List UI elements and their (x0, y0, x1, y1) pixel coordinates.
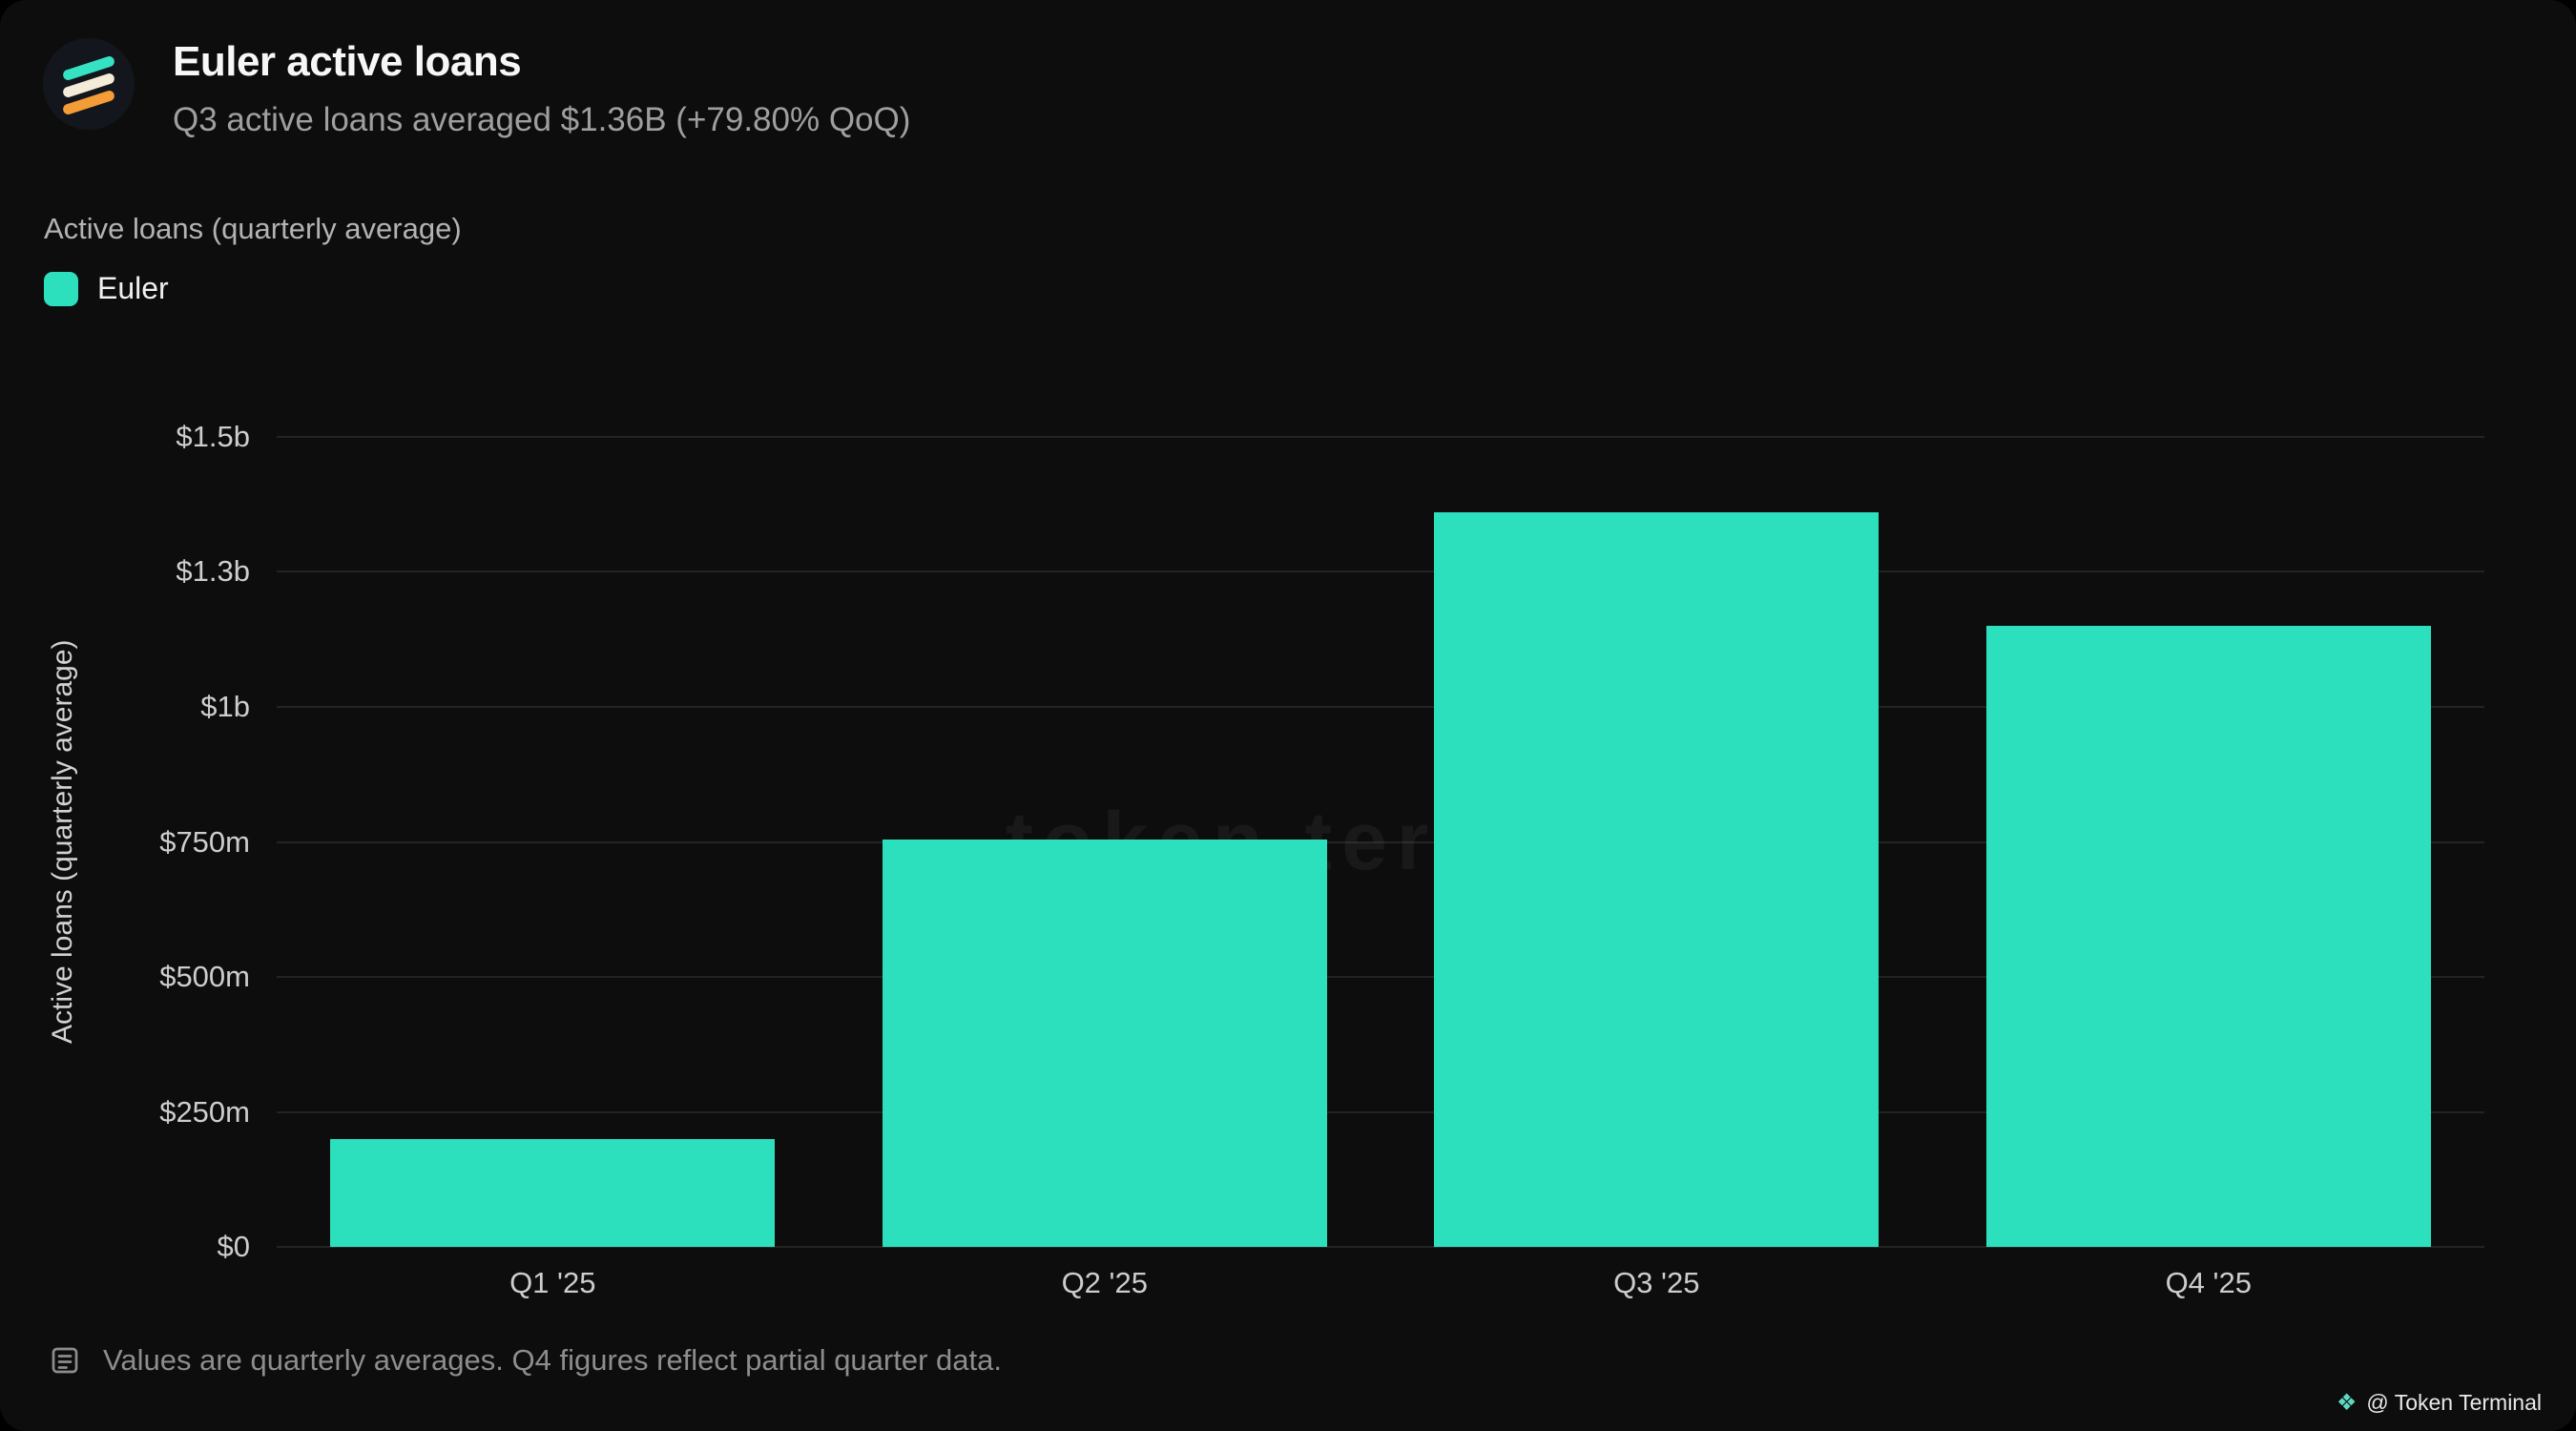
bar-slot (1933, 437, 2485, 1247)
x-tick-label: Q4 '25 (2165, 1266, 2252, 1299)
bars (277, 437, 2484, 1247)
y-tick-label: $1b (200, 689, 250, 723)
bar-q3-25[interactable] (1434, 512, 1880, 1247)
footnote-text: Values are quarterly averages. Q4 figure… (103, 1343, 1002, 1377)
bar-slot (829, 437, 1381, 1247)
gridline (277, 705, 2484, 708)
footnote: Values are quarterly averages. Q4 figure… (48, 1343, 1002, 1378)
bar-q2-25[interactable] (882, 839, 1327, 1247)
gridline (277, 570, 2484, 573)
y-tick-label: $1.5b (176, 420, 250, 453)
plot-area: token terminal_ (277, 436, 2484, 1248)
y-tick-label: $750m (159, 824, 250, 859)
legend-label-euler: Euler (97, 271, 169, 305)
gridline (277, 975, 2484, 978)
page-title: Euler active loans (173, 38, 522, 85)
note-icon (48, 1343, 82, 1378)
y-tick-label: $250m (159, 1094, 250, 1129)
gridline (277, 840, 2484, 843)
x-tick-label: Q2 '25 (1061, 1266, 1148, 1299)
y-axis-labels: $0 $250m $500m $750m $1b $1.3b $1.5b (0, 420, 250, 1263)
gridline (277, 436, 2484, 438)
x-tick-label: Q1 '25 (509, 1266, 596, 1299)
y-tick-label: $0 (217, 1230, 250, 1263)
gridlines (277, 436, 2484, 1248)
title-block: Euler active loans Q3 active loans avera… (173, 38, 910, 139)
x-tick-label: Q3 '25 (1613, 1266, 1700, 1299)
bar-slot (277, 437, 829, 1247)
page-subtitle: Q3 active loans averaged $1.36B (+79.80%… (173, 101, 911, 138)
attribution-text: @ Token Terminal (2366, 1390, 2542, 1415)
legend-item-euler[interactable]: Euler (44, 271, 169, 306)
token-terminal-mark-icon: ❖ (2336, 1389, 2358, 1416)
gridline (277, 1110, 2484, 1113)
attribution: ❖ @ Token Terminal (2337, 1390, 2542, 1416)
metric-label: Active loans (quarterly average) (44, 212, 462, 245)
token-terminal-logo-icon (43, 38, 135, 130)
bar-slot (1381, 437, 1933, 1247)
y-tick-label: $500m (159, 959, 250, 993)
gridline (277, 1246, 2484, 1248)
legend-swatch-euler (44, 271, 78, 306)
y-tick-label: $1.3b (176, 554, 250, 589)
bar-q1-25[interactable] (330, 1138, 776, 1247)
bar-q4-25[interactable] (1985, 626, 2431, 1247)
x-axis-labels: Q1 '25 Q2 '25 Q3 '25 Q4 '25 (277, 1266, 2484, 1300)
header: Euler active loans Q3 active loans avera… (43, 38, 910, 139)
